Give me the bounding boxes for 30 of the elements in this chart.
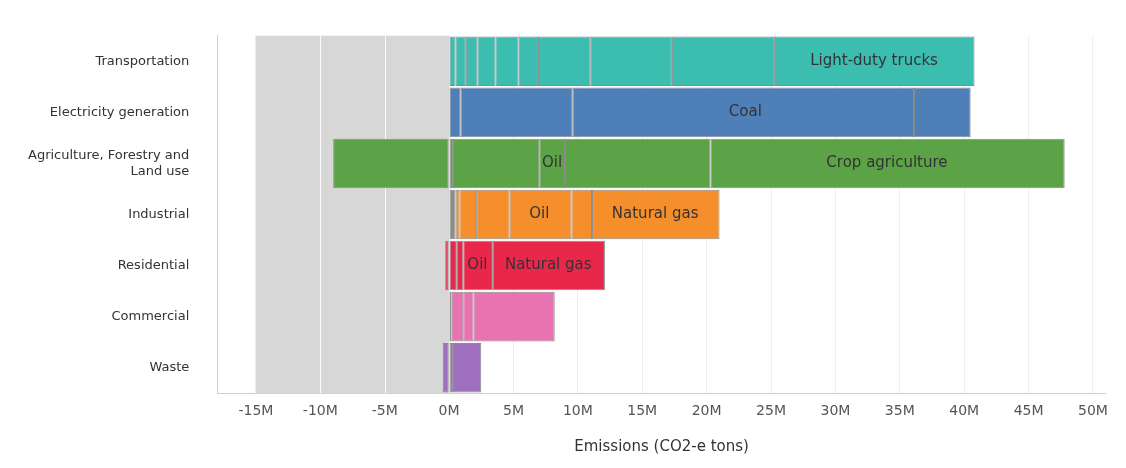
x-tick-label: 45M [1013,402,1044,419]
annotation: Crop agriculture [826,153,948,172]
annotation: Natural gas [504,255,592,274]
x-tick-label: 25M [756,402,786,419]
y-tick-label: Waste [149,359,190,375]
y-tick-label: Electricity generation [49,103,190,119]
x-tick-label: 10M [562,402,593,419]
x-tick-label: 30M [820,402,851,419]
annotation: Natural gas [611,204,699,223]
y-tick-label: Commercial [111,307,190,323]
y-tick-label: Industrial [128,205,190,221]
annotation: Oil [529,204,550,223]
annotation: Oil [542,153,563,172]
annotation: Coal [728,102,762,121]
x-tick-label: 50M [1078,402,1108,419]
x-tick-label: 5M [502,402,524,419]
x-tick-label: 40M [949,402,980,419]
x-tick-label: 35M [884,402,915,419]
x-tick-label: 15M [627,402,658,419]
y-tick-label: Agriculture, Forestry and Land use [28,147,190,178]
y-tick-label: Residential [117,256,190,272]
annotation: Light-duty trucks [810,51,939,70]
x-tick-label: -15M [238,402,274,419]
x-tick-label: -5M [371,402,398,419]
x-tick-label: 20M [691,402,722,419]
y-tick-label: Transportation [94,52,190,68]
x-tick-label: -10M [302,402,338,419]
x-axis-title: Emissions (CO2-e tons) [574,436,749,455]
x-tick-label: 0M [438,402,460,419]
annotation: Oil [467,255,488,274]
